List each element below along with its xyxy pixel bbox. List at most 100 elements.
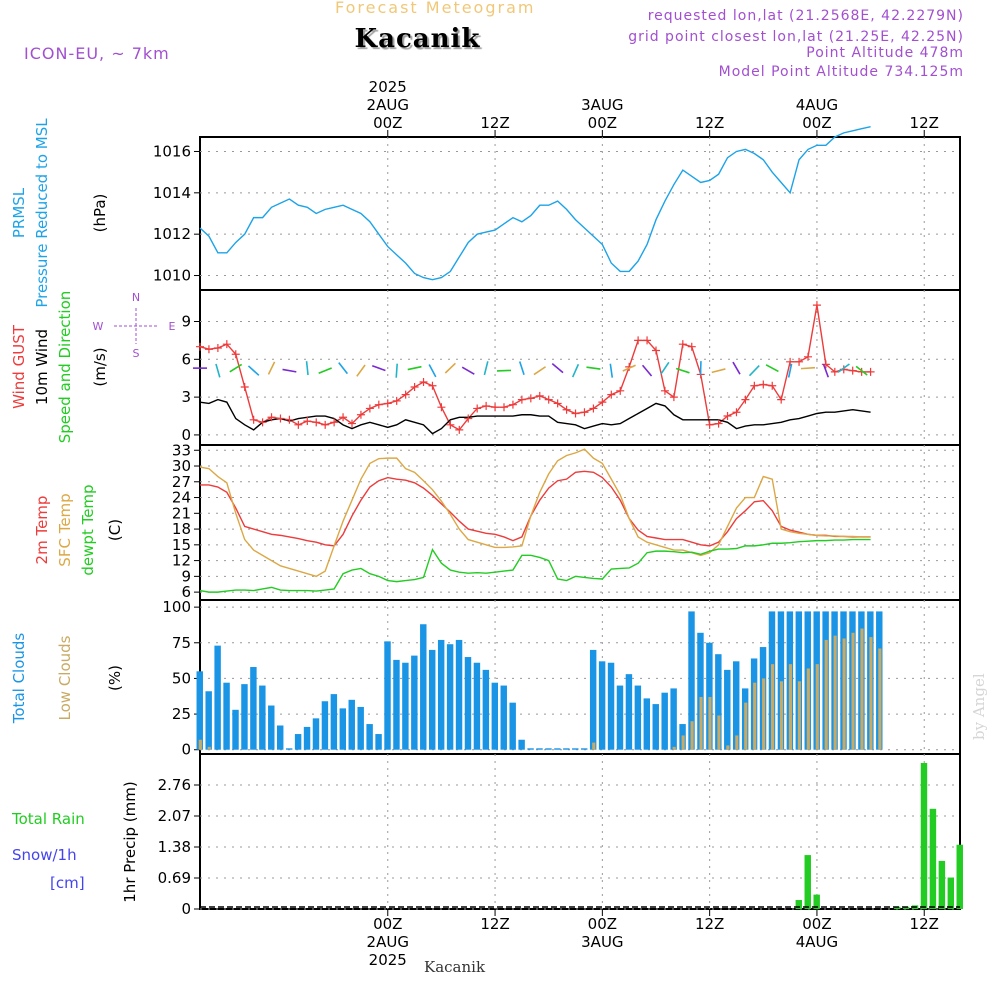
total-cloud-bar [625,674,633,750]
precipitation-ytick-label: 0 [181,900,191,918]
temperature-ytick-label: 27 [172,473,191,491]
gust-point [616,386,625,395]
total-cloud-bar [277,725,284,750]
gust-point [455,425,464,434]
pressure-unit: (hPa) [91,194,109,233]
bottom-time-label: 2AUG [367,933,409,951]
top-time-label: 00Z [588,114,617,132]
gust-point [464,414,473,423]
gust-point [339,413,348,422]
gust-point [437,403,446,412]
snow-unit: [cm] [50,874,85,892]
wind-direction-arrow [428,364,437,378]
gust-line [199,305,871,431]
meteogram-subtitle: Forecast Meteogram [335,0,536,17]
total-cloud-bar [321,701,329,750]
rain-bar [956,844,963,909]
total-cloud-bar [616,685,624,750]
gust-point [231,350,240,359]
low-cloud-bar [708,696,712,750]
wind-direction-arrow [318,367,332,375]
wind-direction-arrow [533,366,547,376]
wind-direction-arrow [765,364,779,373]
low-cloud-bar [788,664,793,750]
total-cloud-bar [491,682,499,750]
bottom-time-label: 12Z [695,915,724,933]
gust-point [267,413,276,422]
wind-direction-arrow [305,361,309,376]
wind-direction-arrow [660,361,670,375]
total-cloud-bar [473,662,481,750]
gust-point [687,342,696,351]
gust-point [544,395,553,404]
gust-point [285,415,294,424]
temperature-ytick-label: 6 [181,583,191,601]
gust-point [294,420,303,429]
top-time-label: 00Z [373,114,402,132]
low-cloud-bar [824,639,828,750]
compass-cross [114,308,158,344]
wind-direction-arrow [407,365,422,371]
total-cloud-bar [241,684,248,750]
gust-point [598,398,607,407]
rain-bar [947,877,955,909]
wind-direction-label: Speed and Direction [56,291,74,444]
gust-label: Wind GUST [10,324,28,409]
bottom-time-label: 00Z [588,915,617,933]
pressure-ytick-label: 1014 [153,184,191,202]
bottom-time-label: 2025 [369,951,407,969]
gust-point [714,419,723,428]
precipitation-frame [199,753,961,910]
wind-direction-arrow [247,365,260,376]
total-cloud-bar [518,739,525,750]
wind-direction-arrow [444,362,456,374]
temp-sfc-label: SFC Temp [56,493,74,566]
wind-direction-arrow [800,366,816,370]
gust-point [508,400,517,409]
gust-point [392,396,401,405]
total-cloud-bar [411,655,418,750]
wind-direction-arrow [483,361,489,376]
point-altitude: Point Altitude 478m [806,45,964,61]
rain-bar [813,894,820,909]
total-cloud-bar [303,726,311,750]
low-cloud-bar [762,678,766,750]
gust-point [321,420,330,429]
rain-bar [804,855,811,909]
gust-point [804,352,812,361]
temp-sfc-line [199,448,871,578]
rain-bar [893,906,901,909]
total-cloud-bar [420,624,427,750]
gust-point [196,342,204,351]
gust-point [723,412,732,421]
gust-point [204,345,213,354]
rain-bar [929,808,937,909]
total-cloud-bar [652,704,659,750]
wind-direction-arrow [787,363,793,378]
total-cloud-bar [312,718,320,750]
low-cloud-bar [771,664,775,750]
pressure-ytick-label: 1016 [153,142,191,160]
wind-ytick-label: 6 [181,350,191,368]
total-cloud-bar [598,661,606,750]
rain-bar [938,860,946,909]
gust-point [786,357,795,366]
low-cloud-bar [833,635,837,750]
top-time-label: 00Z [802,114,831,132]
low-cloud-bar [753,682,757,750]
total-cloud-bar [482,669,490,750]
total-cloud-bar [670,688,677,750]
pressure-frame [199,136,961,291]
wind-label: 10m Wind [33,329,51,405]
rain-bar [920,762,928,909]
wind-direction-arrow [622,364,636,372]
gust-point [678,340,687,349]
gust-point [213,343,222,352]
total-cloud-bar [715,654,722,750]
grid-point-coords: grid point closest lon,lat (21.25E, 42.2… [628,29,964,45]
requested-coords: requested lon,lat (21.2568E, 42.2279N) [647,8,964,24]
gust-point [607,390,616,399]
gust-point [491,403,500,412]
gust-point [660,386,669,395]
